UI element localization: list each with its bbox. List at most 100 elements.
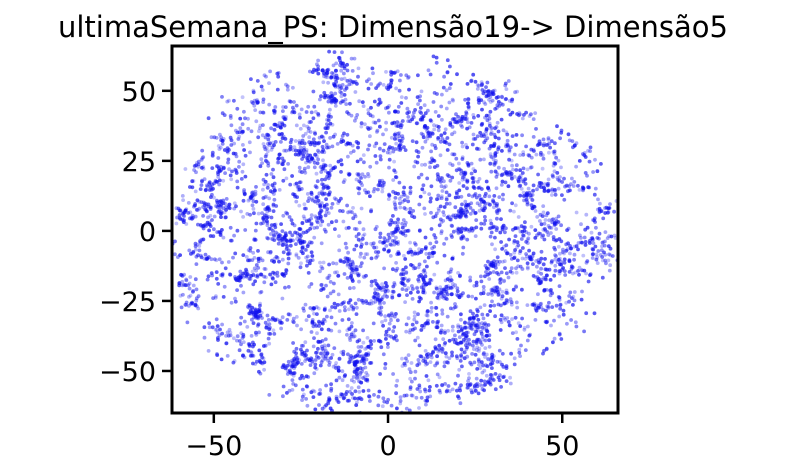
scatter-point	[415, 335, 420, 340]
scatter-point	[535, 264, 539, 269]
scatter-point	[375, 84, 380, 88]
scatter-point	[521, 190, 526, 195]
scatter-point	[482, 157, 486, 162]
scatter-point	[314, 68, 319, 73]
scatter-point	[244, 255, 249, 259]
scatter-point	[504, 379, 509, 383]
scatter-point	[386, 232, 391, 237]
scatter-point	[355, 366, 360, 371]
scatter-point	[397, 293, 402, 298]
scatter-point	[446, 214, 451, 219]
scatter-point	[392, 325, 397, 329]
scatter-point	[471, 72, 476, 77]
scatter-point	[470, 327, 475, 332]
scatter-point	[421, 285, 426, 290]
scatter-point	[327, 49, 331, 54]
scatter-point	[283, 117, 288, 121]
scatter-point	[291, 85, 295, 90]
scatter-point	[402, 206, 407, 210]
scatter-point	[261, 123, 265, 127]
scatter-point	[500, 95, 504, 100]
scatter-point	[226, 260, 231, 264]
scatter-point	[334, 261, 339, 266]
scatter-point	[336, 201, 340, 206]
scatter-point	[266, 163, 271, 168]
scatter-point	[359, 121, 364, 126]
scatter-point	[305, 156, 310, 161]
scatter-point	[600, 275, 605, 280]
scatter-point	[534, 259, 539, 263]
scatter-point	[473, 192, 478, 196]
scatter-point	[356, 145, 360, 150]
scatter-point	[322, 71, 326, 76]
scatter-point	[464, 214, 469, 219]
scatter-point	[523, 177, 528, 182]
scatter-point	[520, 133, 524, 138]
scatter-point	[284, 268, 289, 273]
scatter-point	[477, 325, 482, 329]
scatter-point	[485, 118, 490, 123]
scatter-point	[407, 87, 411, 92]
scatter-point	[351, 286, 356, 290]
scatter-point	[486, 380, 490, 385]
scatter-point	[322, 185, 326, 189]
scatter-point	[215, 204, 220, 209]
scatter-point	[264, 146, 269, 151]
scatter-point	[339, 162, 344, 167]
scatter-point	[493, 151, 498, 156]
scatter-point	[534, 303, 539, 308]
scatter-point	[309, 197, 314, 202]
scatter-point	[450, 97, 455, 102]
scatter-point	[469, 388, 474, 393]
scatter-point	[379, 305, 384, 310]
scatter-point	[323, 177, 327, 182]
scatter-point	[321, 166, 326, 171]
scatter-point	[248, 273, 253, 278]
scatter-point	[228, 330, 233, 335]
scatter-point	[281, 159, 286, 164]
scatter-point	[493, 107, 498, 111]
scatter-point	[502, 316, 506, 320]
scatter-point	[324, 210, 329, 214]
scatter-point	[233, 276, 238, 281]
scatter-point	[207, 222, 212, 227]
scatter-point	[412, 115, 416, 120]
scatter-point	[260, 161, 264, 166]
scatter-point	[466, 294, 471, 299]
scatter-point	[479, 226, 484, 231]
scatter-point	[395, 378, 400, 383]
scatter-point	[290, 174, 294, 178]
scatter-point	[362, 275, 367, 280]
scatter-point	[312, 226, 317, 230]
scatter-point	[345, 110, 349, 114]
scatter-point	[302, 392, 306, 397]
scatter-point	[340, 99, 345, 104]
scatter-point	[313, 152, 317, 157]
scatter-point	[339, 392, 344, 396]
scatter-point	[232, 336, 236, 341]
scatter-point	[245, 272, 250, 277]
scatter-point	[361, 389, 366, 393]
scatter-point	[309, 213, 314, 218]
scatter-point	[425, 136, 430, 141]
scatter-point	[524, 252, 528, 256]
scatter-point	[514, 285, 518, 289]
scatter-point	[378, 235, 383, 240]
scatter-point	[296, 152, 301, 157]
scatter-point	[470, 321, 475, 326]
scatter-point	[263, 320, 268, 325]
scatter-point	[211, 296, 216, 300]
scatter-point	[549, 231, 553, 235]
scatter-point	[486, 185, 490, 190]
scatter-point	[474, 376, 479, 381]
scatter-point	[345, 262, 350, 267]
scatter-point	[491, 157, 496, 162]
scatter-point	[539, 271, 544, 276]
scatter-point	[250, 353, 254, 358]
scatter-point	[364, 190, 369, 195]
scatter-point	[215, 330, 220, 335]
scatter-point	[356, 297, 361, 302]
scatter-point	[401, 277, 406, 281]
scatter-point	[531, 117, 536, 121]
scatter-point	[416, 265, 421, 270]
